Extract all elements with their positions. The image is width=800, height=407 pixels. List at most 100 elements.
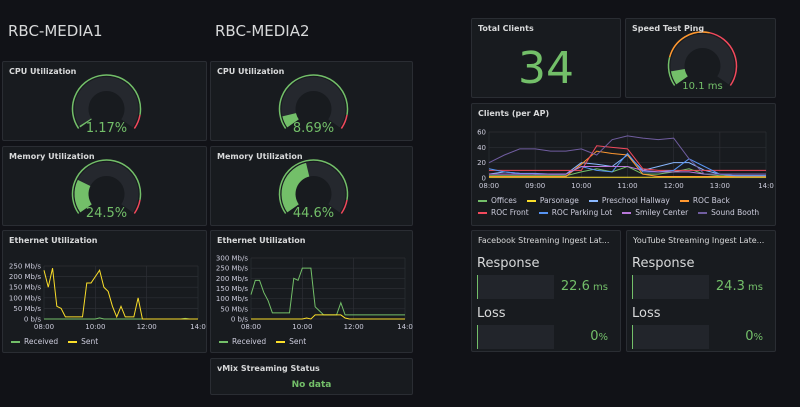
legend-label: Offices [491,196,517,205]
gauge-threshold-arc [668,31,711,58]
legend-item[interactable]: Sent [68,337,98,346]
response-label: Response [632,256,695,271]
x-tick-label: 12:00 [344,323,364,331]
ethernet-chart[interactable]: 0 b/s 50 Mb/s 100 Mb/s 150 Mb/s 200 Mb/s 250 … [211,245,414,348]
x-tick-label: 11:00 [617,182,637,190]
y-tick-label: 0 b/s [24,316,41,324]
loss-label: Loss [632,306,661,321]
chart-legend: Received Sent [11,337,98,346]
series-line-sent [251,314,405,320]
ping-gauge: 10.1 ms [667,31,738,92]
legend-item[interactable]: ROC Parking Lot [538,208,612,217]
response-value: 22.6 ms [560,279,608,294]
speed-test-ping-panel[interactable]: Speed Test Ping 10.1 ms [625,18,776,98]
y-tick-label: 40 [477,144,486,152]
cpu-gauge-panel-1[interactable]: CPU Utilization 1.17% [2,61,207,141]
row-title-rbc-media1[interactable]: RBC-MEDIA1 [8,22,103,40]
legend-label: Sound Booth [711,208,760,217]
gauge-threshold-arc [133,199,141,214]
gauge-threshold-arc [71,159,142,214]
loss-bar [477,325,554,349]
x-tick-label: 14:0 [397,323,413,331]
legend-item[interactable]: ROC Back [679,196,730,205]
gauge-threshold-arc [340,114,348,129]
legend-swatch [698,211,708,214]
vmix-status-panel[interactable]: vMix Streaming Status No data [210,358,413,395]
x-tick-label: 14:0 [758,182,774,190]
gauge-value-arc [670,68,688,85]
y-tick-label: 60 [477,129,486,137]
chart-legend: Received Sent [219,337,306,346]
y-tick-label: 150 Mb/s [9,284,41,292]
legend-item[interactable]: Sound Booth [698,208,759,217]
response-value: 24.3 ms [715,279,763,294]
y-tick-label: 0 b/s [231,316,248,324]
chart-legend: Offices Parsonage Preschool Hallway ROC Bac… [478,196,773,217]
memory-gauge-panel-2[interactable]: Memory Utilization 44.6% [210,146,413,226]
legend-item[interactable]: Received [219,337,266,346]
panel-title: YouTube Streaming Ingest Late... [633,236,765,245]
response-label: Response [477,256,540,271]
memory-gauge-panel-1[interactable]: Memory Utilization 24.5% [2,146,207,226]
legend-item[interactable]: Preschool Hallway [588,196,670,205]
series-line-roc-front [489,145,766,171]
legend-item[interactable]: Smiley Center [622,208,688,217]
x-tick-label: 09:00 [525,182,545,190]
gauge-value-arc [281,162,310,213]
legend-swatch [526,199,536,202]
loss-value: 0% [590,329,608,344]
ethernet-utilization-panel-1[interactable]: Ethernet Utilization 0 b/s 50 Mb/s 100 Mb/… [2,230,207,353]
x-tick-label: 08:00 [34,323,54,331]
clients-per-ap-panel[interactable]: Clients (per AP) 0 20 40 60 08:00 09:00 10:00 1… [471,103,776,226]
gauge-threshold-arc [278,159,349,214]
total-clients-panel[interactable]: Total Clients 34 [471,18,621,98]
cpu-gauge-panel-2[interactable]: CPU Utilization 8.69% [210,61,413,141]
gauge-threshold-arc [278,74,349,129]
legend-item[interactable]: Offices [478,196,517,205]
row-title-rbc-media2[interactable]: RBC-MEDIA2 [215,22,310,40]
clients-chart[interactable]: 0 20 40 60 08:00 09:00 10:00 11:00 12:00 13:00 14:… [472,118,777,203]
legend-swatch [588,199,598,202]
youtube-latency-panel[interactable]: YouTube Streaming Ingest Late... Respons… [626,230,776,352]
legend-label: Smiley Center [635,208,689,217]
cpu-gauge: 8.69% [278,74,349,136]
no-data-text: No data [291,380,332,390]
gauge-threshold-arc [340,199,348,214]
panel-title: Speed Test Ping [632,24,705,33]
y-tick-label: 50 Mb/s [13,305,41,313]
x-tick-label: 10:00 [292,323,312,331]
facebook-latency-panel[interactable]: Facebook Streaming Ingest Lat... Respons… [471,230,621,352]
legend-swatch [478,211,487,214]
y-tick-label: 250 Mb/s [216,265,248,273]
loss-value: 0% [745,329,763,344]
legend-swatch [538,211,548,214]
legend-item[interactable]: ROC Front [478,208,529,217]
x-tick-label: 12:00 [664,182,684,190]
gauge-value-arc [79,118,92,128]
legend-label: Parsonage [539,196,579,205]
y-tick-label: 50 Mb/s [220,305,248,313]
series-line-received [250,267,405,316]
legend-item[interactable]: Sent [276,337,306,346]
legend-item[interactable]: Parsonage [526,196,579,205]
series-line-roc-back [489,150,766,177]
gauge-threshold-arc [709,32,738,86]
gauge-value-arc [282,112,299,128]
cpu-gauge: 1.17% [71,74,142,136]
x-tick-label: 08:00 [241,323,261,331]
legend-swatch [11,340,20,343]
gauge-threshold-arc [667,57,676,86]
y-tick-label: 100 Mb/s [216,295,248,303]
y-tick-label: 300 Mb/s [216,255,248,263]
legend-swatch [68,340,78,343]
loss-bar [632,325,709,349]
ethernet-chart[interactable]: 0 b/s 50 Mb/s 100 Mb/s 150 Mb/s 200 Mb/s 250 … [3,245,208,348]
legend-item[interactable]: Received [11,337,58,346]
legend-label: Received [24,337,59,346]
ethernet-utilization-panel-2[interactable]: Ethernet Utilization 0 b/s 50 Mb/s 100 Mb/… [210,230,413,353]
legend-swatch [679,199,689,202]
legend-label: ROC Front [491,208,529,217]
panel-title: vMix Streaming Status [217,364,320,373]
legend-swatch [276,340,286,343]
gauge-value: 10.1 ms [682,81,722,92]
